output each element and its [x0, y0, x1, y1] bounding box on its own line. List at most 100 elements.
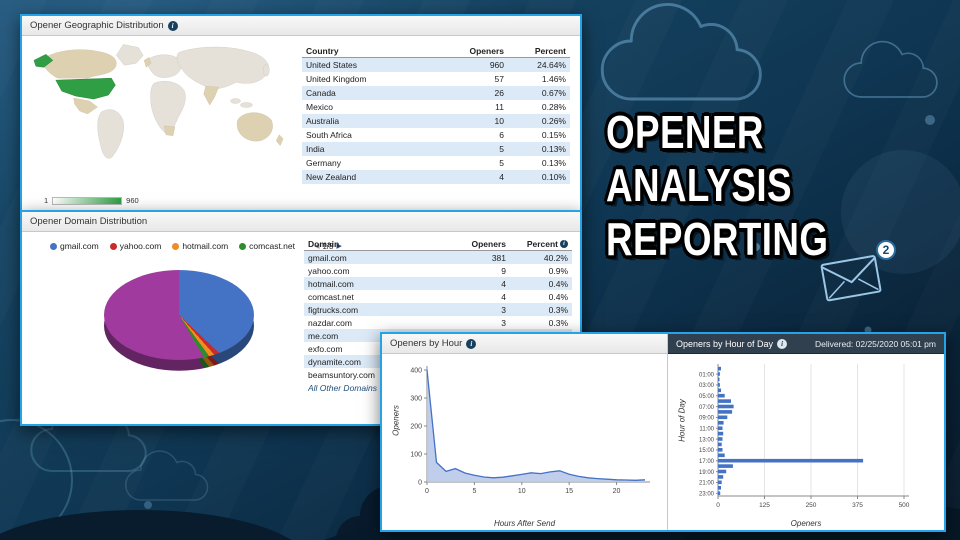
info-icon[interactable]: i [560, 240, 568, 248]
legend-color-dot [50, 242, 57, 250]
islands [230, 98, 241, 104]
pager-prev-icon[interactable]: ◀ [313, 243, 320, 250]
domain-panel-header: Opener Domain Distribution [22, 212, 580, 232]
svg-text:11:00: 11:00 [699, 426, 714, 432]
pager-label: 1/3 [322, 241, 334, 251]
info-icon[interactable]: i [167, 20, 178, 31]
hero-title-line1: OPENER ANALYSIS [606, 106, 792, 212]
legend-item[interactable]: gmail.com [50, 241, 99, 251]
col-openers: Openers [471, 239, 507, 249]
continent-asia [176, 46, 269, 89]
col-domain: Domain [308, 239, 340, 249]
hod-title-wrap: Openers by Hour of Day i [676, 338, 788, 349]
svg-text:07:00: 07:00 [699, 405, 715, 411]
svg-text:15: 15 [565, 488, 573, 495]
svg-text:01:00: 01:00 [699, 372, 715, 378]
svg-text:400: 400 [410, 368, 422, 375]
pie-top [104, 270, 254, 360]
cloud-outline [125, 450, 209, 501]
envelope-body [820, 255, 882, 302]
geo-table: Country Openers Percent United States 960… [302, 44, 570, 184]
hour-chart-xlabel: Hours After Send [493, 519, 556, 528]
continent-europe [147, 54, 182, 78]
table-row: United Kingdom 57 1.46% [306, 74, 566, 84]
svg-text:21:00: 21:00 [699, 481, 715, 487]
table-row: Canada 26 0.67% [302, 86, 570, 100]
geo-panel-header: Opener Geographic Distribution i [22, 16, 580, 36]
table-row: comcast.net 4 0.4% [308, 291, 568, 302]
us-alaska [33, 54, 54, 68]
map-scale-legend: 1 960 [44, 196, 139, 205]
table-row: exfo.com [308, 343, 343, 354]
col-openers: Openers [469, 45, 505, 56]
us-mainland [55, 77, 116, 100]
svg-text:0: 0 [418, 480, 422, 487]
hour-panels: Openers by Hour i Openers 0 100 200 300 400 0… [380, 332, 946, 532]
domain-table-header: Domain Openers Percent i [304, 238, 572, 251]
envelope-icon [820, 255, 882, 302]
svg-text:0: 0 [716, 502, 720, 508]
table-row: hotmail.com 4 0.4% [304, 277, 572, 290]
hour-chart-body: Openers 0 100 200 300 400 0 5 10 15 20 Hours Afte… [382, 354, 667, 530]
legend-item[interactable]: comcast.net [239, 241, 295, 251]
domain-legend: gmail.com yahoo.com hotmail.com comcast.net… [50, 241, 342, 251]
bottom-silhouette [0, 510, 292, 540]
continents [97, 44, 270, 159]
table-row: yahoo.com 9 0.9% [308, 265, 568, 276]
hod-chart-body: Hour of Day 0 125 250 375 500 01:00 03:00 05:00… [668, 354, 944, 530]
table-row: gmail.com 381 40.2% [304, 251, 572, 264]
geo-panel-title: Opener Geographic Distribution [30, 20, 164, 31]
decor-dot [925, 115, 935, 125]
svg-text:0: 0 [425, 488, 429, 495]
svg-text:20: 20 [612, 488, 620, 495]
svg-text:05:00: 05:00 [699, 394, 715, 400]
table-row: All Other Domains [308, 382, 377, 393]
svg-text:300: 300 [410, 396, 422, 403]
svg-text:23:00: 23:00 [699, 491, 715, 497]
svg-text:15:00: 15:00 [699, 448, 715, 454]
world-map-choropleth [33, 44, 284, 159]
delivered-timestamp: Delivered: 02/25/2020 05:01 pm [815, 338, 936, 349]
col-country: Country [306, 45, 339, 56]
table-row: Germany 5 0.13% [306, 158, 566, 168]
islands [240, 102, 253, 108]
table-row: South Africa 6 0.15% [306, 130, 566, 140]
hour-panel-title: Openers by Hour [390, 338, 463, 349]
info-icon[interactable]: i [777, 338, 788, 349]
hour-line-chart: 0 100 200 300 400 0 5 10 15 20 [410, 366, 650, 495]
geo-panel: Opener Geographic Distribution i [20, 14, 582, 212]
notification-badge: 2 [876, 240, 896, 260]
svg-text:500: 500 [899, 502, 910, 508]
country-australia [236, 112, 273, 142]
legend-pager: ◀ 1/3 ▶ [314, 242, 342, 251]
hero-title: OPENER ANALYSIS REPORTING [606, 106, 889, 266]
decor-circle [0, 419, 73, 540]
country-india [203, 85, 219, 106]
envelope-folds [828, 278, 879, 299]
svg-text:19:00: 19:00 [699, 470, 715, 476]
svg-text:200: 200 [410, 424, 422, 431]
svg-text:09:00: 09:00 [699, 416, 715, 422]
svg-text:125: 125 [759, 502, 770, 508]
svg-text:17:00: 17:00 [699, 459, 715, 465]
table-row: United States 960 24.64% [302, 58, 570, 72]
geo-panel-body: 1 960 Country Openers Percent United Sta… [22, 36, 580, 212]
domain-legend-items: gmail.com yahoo.com hotmail.com comcast.net [50, 241, 295, 251]
domain-pie-chart [104, 270, 264, 390]
legend-item[interactable]: hotmail.com [172, 241, 228, 251]
geo-table-body: United States 960 24.64% United Kingdom 57 1.… [302, 58, 570, 184]
table-row: Mexico 11 0.28% [306, 102, 566, 112]
svg-text:250: 250 [806, 502, 817, 508]
pager-next-icon[interactable]: ▶ [336, 243, 342, 250]
hero-title-line2: REPORTING [606, 212, 829, 265]
svg-text:13:00: 13:00 [699, 437, 715, 443]
openers-by-hour-section: Openers by Hour i Openers 0 100 200 300 400 0… [382, 334, 668, 530]
legend-item[interactable]: yahoo.com [109, 241, 161, 251]
svg-text:03:00: 03:00 [699, 383, 715, 389]
continent-south-america [97, 109, 124, 159]
envelope-flap [821, 257, 876, 284]
info-icon[interactable]: i [466, 338, 477, 349]
hour-of-day-bar-chart: 0 125 250 375 500 01:00 03:00 05:00 07:00 09:00 11… [699, 364, 910, 508]
envelope-graphic: 2 [816, 240, 902, 306]
table-row: Australia 10 0.26% [302, 114, 570, 128]
